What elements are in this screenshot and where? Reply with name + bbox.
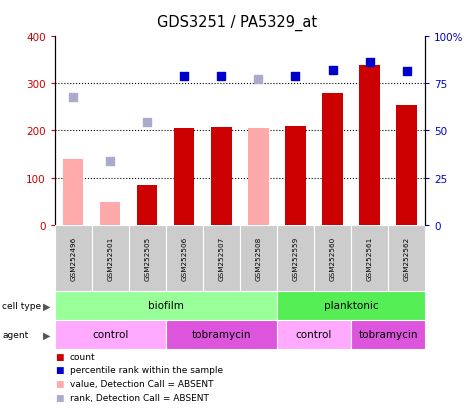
- Text: ■: ■: [55, 379, 63, 388]
- Bar: [174, 129, 194, 225]
- Bar: [211, 127, 231, 225]
- Bar: [397, 105, 417, 225]
- Bar: [100, 202, 120, 225]
- Text: GSM252561: GSM252561: [367, 236, 372, 280]
- Text: ▶: ▶: [43, 330, 50, 339]
- Bar: [166, 225, 203, 291]
- Text: tobramycin: tobramycin: [191, 330, 251, 339]
- Point: [218, 74, 225, 81]
- Bar: [248, 129, 268, 225]
- Text: ■: ■: [55, 366, 63, 375]
- Text: ■: ■: [55, 393, 63, 402]
- Text: biofilm: biofilm: [148, 301, 184, 311]
- Point: [180, 74, 188, 81]
- Bar: [240, 225, 277, 291]
- Text: GSM252506: GSM252506: [181, 236, 187, 280]
- Point: [143, 119, 151, 126]
- Bar: [351, 320, 425, 349]
- Bar: [277, 320, 351, 349]
- Text: agent: agent: [2, 330, 28, 339]
- Bar: [314, 225, 351, 291]
- Point: [106, 158, 114, 165]
- Text: cell type: cell type: [2, 301, 41, 310]
- Text: GSM252507: GSM252507: [218, 236, 224, 280]
- Point: [329, 68, 336, 74]
- Text: count: count: [70, 352, 95, 361]
- Text: value, Detection Call = ABSENT: value, Detection Call = ABSENT: [70, 379, 213, 388]
- Bar: [137, 185, 157, 225]
- Text: GSM252560: GSM252560: [330, 236, 335, 280]
- Bar: [55, 225, 92, 291]
- Bar: [285, 126, 305, 225]
- Text: GSM252501: GSM252501: [107, 236, 113, 280]
- Point: [255, 76, 262, 83]
- Bar: [388, 225, 425, 291]
- Bar: [55, 320, 166, 349]
- Text: control: control: [92, 330, 128, 339]
- Bar: [129, 225, 166, 291]
- Text: GSM252508: GSM252508: [256, 236, 261, 280]
- Text: rank, Detection Call = ABSENT: rank, Detection Call = ABSENT: [70, 393, 209, 402]
- Bar: [360, 65, 380, 225]
- Bar: [203, 225, 240, 291]
- Bar: [351, 225, 388, 291]
- Bar: [277, 225, 314, 291]
- Bar: [92, 225, 129, 291]
- Point: [69, 95, 77, 102]
- Point: [403, 68, 410, 75]
- Text: planktonic: planktonic: [324, 301, 379, 311]
- Text: ■: ■: [55, 352, 63, 361]
- Point: [292, 74, 299, 81]
- Bar: [166, 320, 277, 349]
- Text: ▶: ▶: [43, 301, 50, 311]
- Bar: [55, 291, 277, 320]
- Text: tobramycin: tobramycin: [358, 330, 418, 339]
- Bar: [63, 159, 83, 225]
- Text: GSM252562: GSM252562: [404, 236, 409, 280]
- Text: GSM252559: GSM252559: [293, 236, 298, 280]
- Text: GDS3251 / PA5329_at: GDS3251 / PA5329_at: [157, 14, 318, 31]
- Text: GSM252505: GSM252505: [144, 236, 150, 280]
- Bar: [277, 291, 425, 320]
- Text: control: control: [296, 330, 332, 339]
- Bar: [323, 94, 342, 225]
- Text: GSM252496: GSM252496: [70, 236, 76, 280]
- Text: percentile rank within the sample: percentile rank within the sample: [70, 366, 223, 375]
- Point: [366, 60, 373, 66]
